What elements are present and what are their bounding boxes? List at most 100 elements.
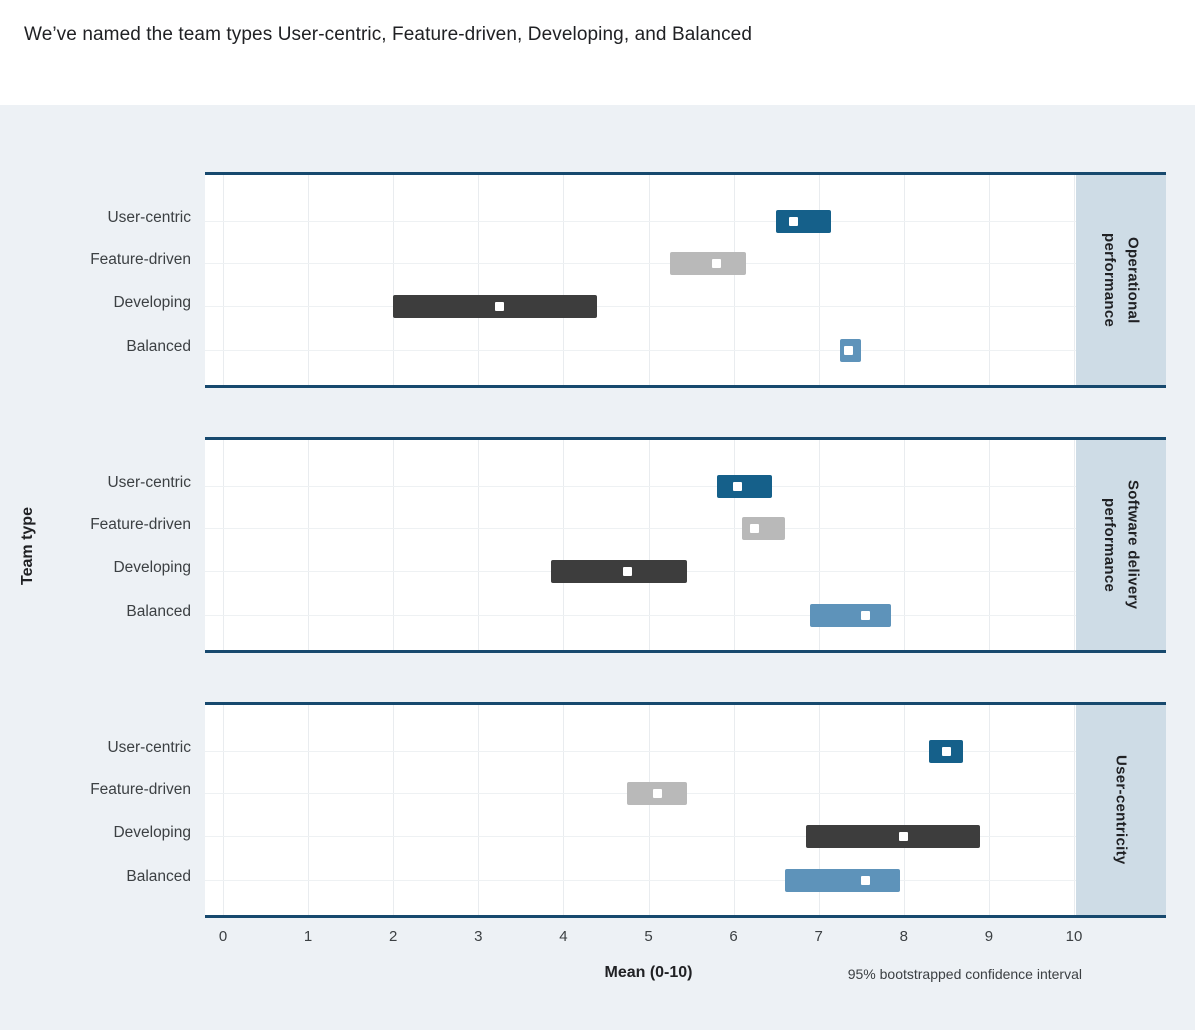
y-category-label-developing: Developing <box>113 824 191 841</box>
gridline-horizontal <box>205 263 1076 264</box>
ci-bar-feature-driven <box>669 251 747 275</box>
mean-marker-balanced <box>861 875 870 885</box>
y-category-label-user-centric: User-centric <box>107 739 191 756</box>
gridline-vertical <box>903 175 905 385</box>
gridline-vertical <box>648 705 650 915</box>
facet-strip-label-software-delivery-performance: Software delivery performance <box>1101 480 1142 610</box>
gridline-vertical <box>648 440 650 650</box>
ci-bar-user-centric <box>776 209 832 233</box>
x-tick-label: 1 <box>303 928 313 945</box>
chart-section: Team type User-centric Feature-driven Deve… <box>0 105 1195 1030</box>
gridline-vertical <box>1074 175 1075 385</box>
panel-user-centricity: User-centric Feature-driven Developing Bala… <box>0 702 1195 918</box>
x-axis: 0 1 2 3 4 5 6 7 8 9 10 <box>205 928 1083 948</box>
ci-note: 95% bootstrapped confidence interval <box>847 966 1082 982</box>
gridline-vertical <box>478 440 480 650</box>
gridline-vertical <box>988 705 990 915</box>
y-category-label-developing: Developing <box>113 294 191 311</box>
gridline-vertical <box>308 440 310 650</box>
gridline-horizontal <box>205 880 1076 881</box>
ci-bar-user-centric <box>716 474 772 498</box>
gridline-vertical <box>1074 705 1075 915</box>
mean-marker-user-centric <box>788 216 798 226</box>
gridline-horizontal <box>205 350 1076 351</box>
facet-strip-label-operational-performance: Operational performance <box>1101 232 1142 328</box>
gridline-vertical <box>903 440 905 650</box>
plot-area <box>205 437 1076 653</box>
x-tick-label: 5 <box>644 928 653 945</box>
x-tick-label: 3 <box>474 928 483 945</box>
gridline-horizontal <box>205 528 1076 529</box>
facet-strip: User-centricity <box>1076 702 1166 918</box>
gridline-vertical <box>988 175 990 385</box>
gridline-vertical <box>223 175 224 385</box>
gridline-vertical <box>988 440 990 650</box>
y-category-label-feature-driven: Feature-driven <box>90 781 191 798</box>
gridline-vertical <box>733 175 735 385</box>
gridline-vertical <box>393 175 395 385</box>
x-tick-label: 9 <box>984 928 994 945</box>
page-header: We’ve named the team types User-centric,… <box>0 0 1195 105</box>
y-category-label-balanced: Balanced <box>126 338 191 355</box>
gridline-horizontal <box>205 221 1076 222</box>
y-axis-labels: User-centric Feature-driven Developing Bala… <box>0 437 205 653</box>
y-category-label-balanced: Balanced <box>126 603 191 620</box>
gridline-horizontal <box>205 836 1076 837</box>
page-title: We’ve named the team types User-centric,… <box>24 24 753 45</box>
panel-operational-performance: User-centric Feature-driven Developing Bala… <box>0 172 1195 388</box>
mean-marker-balanced <box>843 345 853 355</box>
facet-strip-label-user-centricity: User-centricity <box>1112 755 1130 865</box>
ci-bar-developing <box>550 559 687 583</box>
axis-caption-row: Mean (0-10) 95% bootstrapped confidence … <box>0 964 1195 990</box>
mean-marker-balanced <box>861 610 870 620</box>
gridline-horizontal <box>205 306 1076 307</box>
gridline-vertical <box>733 705 735 915</box>
facet-strip: Software delivery performance <box>1076 437 1166 653</box>
mean-marker-feature-driven <box>652 788 662 798</box>
ci-bar-balanced <box>784 868 900 892</box>
gridline-vertical <box>393 440 395 650</box>
mean-marker-user-centric <box>941 746 951 756</box>
ci-bar-balanced <box>810 603 892 627</box>
x-tick-label: 0 <box>218 928 228 945</box>
x-tick-label: 4 <box>559 928 568 945</box>
gridline-vertical <box>903 705 905 915</box>
panel-software-delivery-performance: User-centric Feature-driven Developing Bala… <box>0 437 1195 653</box>
panels-container: User-centric Feature-driven Developing Bala… <box>0 172 1195 918</box>
gridline-vertical <box>223 705 224 915</box>
gridline-vertical <box>818 705 820 915</box>
gridline-vertical <box>563 705 565 915</box>
y-category-label-feature-driven: Feature-driven <box>90 251 191 268</box>
gridline-vertical <box>648 175 650 385</box>
gridline-horizontal <box>205 615 1076 616</box>
x-tick-label: 10 <box>1065 928 1083 945</box>
gridline-vertical <box>308 705 310 915</box>
x-axis-title: Mean (0-10) <box>604 964 693 981</box>
gridline-vertical <box>563 175 565 385</box>
gridline-vertical <box>1074 440 1075 650</box>
mean-marker-user-centric <box>733 481 743 491</box>
mean-marker-feature-driven <box>750 523 760 533</box>
y-category-label-user-centric: User-centric <box>107 474 191 491</box>
x-tick-label: 2 <box>389 928 398 945</box>
x-tick-label: 8 <box>899 928 908 945</box>
y-axis-labels: User-centric Feature-driven Developing Bala… <box>0 172 205 388</box>
gridline-vertical <box>223 440 224 650</box>
gridline-horizontal <box>205 751 1076 752</box>
x-tick-label: 7 <box>814 928 823 945</box>
y-category-label-developing: Developing <box>113 559 191 576</box>
gridline-vertical <box>563 440 565 650</box>
gridline-vertical <box>393 705 395 915</box>
facet-strip: Operational performance <box>1076 172 1166 388</box>
gridline-vertical <box>818 440 820 650</box>
mean-marker-developing <box>899 831 909 841</box>
plot-area <box>205 702 1076 918</box>
gridline-horizontal <box>205 486 1076 487</box>
y-category-label-feature-driven: Feature-driven <box>90 516 191 533</box>
gridline-vertical <box>478 175 480 385</box>
x-tick-label: 6 <box>729 928 738 945</box>
plot-area <box>205 172 1076 388</box>
y-axis-labels: User-centric Feature-driven Developing Bala… <box>0 702 205 918</box>
gridline-vertical <box>818 175 820 385</box>
mean-marker-developing <box>495 301 505 311</box>
